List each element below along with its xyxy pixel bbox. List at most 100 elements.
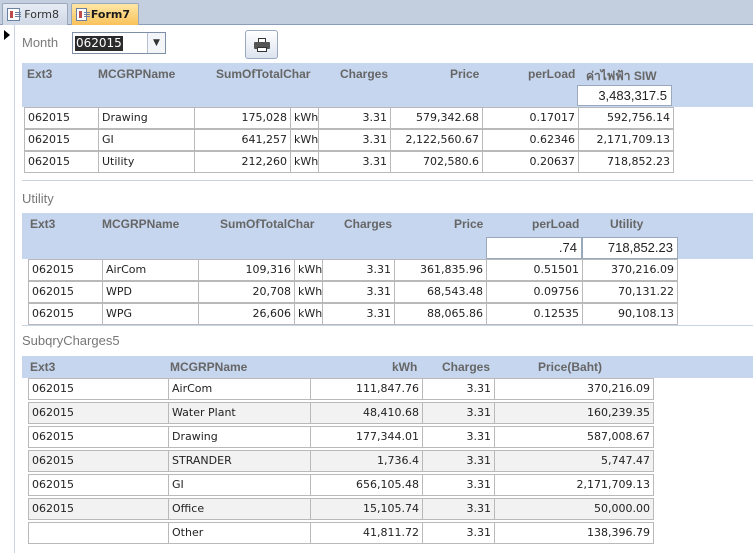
cell-unit[interactable]: kWh [290, 129, 318, 151]
cell-mcgrpname[interactable]: Drawing [98, 107, 194, 129]
cell-sumoftotalchar[interactable]: 212,260 [194, 151, 290, 173]
cell-ext3[interactable]: 062015 [28, 450, 168, 472]
cell-charges[interactable]: 3.31 [318, 151, 390, 173]
cell-sumoftotalchar[interactable]: 20,708 [198, 281, 294, 303]
month-value[interactable]: 062015 [75, 36, 123, 51]
cell-mcgrpname[interactable]: WPD [102, 281, 198, 303]
cell-mcgrpname[interactable]: GI [98, 129, 194, 151]
cell-mcgrpname[interactable]: GI [168, 474, 310, 496]
chevron-down-icon[interactable]: ▼ [147, 33, 165, 53]
cell-mcgrpname[interactable]: Office [168, 498, 310, 520]
tab-label: Form8 [24, 8, 59, 21]
cell-charges[interactable]: 3.31 [422, 498, 494, 520]
cell-price-baht[interactable]: 138,396.79 [494, 522, 654, 544]
cell-ext3[interactable]: 062015 [28, 402, 168, 424]
cell-price-baht[interactable]: 370,216.09 [494, 378, 654, 400]
cell-unit[interactable]: kWh [290, 107, 318, 129]
cell-kwh[interactable]: 111,847.76 [310, 378, 422, 400]
cell-mcgrpname[interactable]: AirCom [102, 259, 198, 281]
cell-mcgrpname[interactable]: Drawing [168, 426, 310, 448]
cell-price-baht[interactable]: 2,171,709.13 [494, 474, 654, 496]
month-combobox[interactable]: 062015 ▼ [72, 32, 166, 54]
cell-kwh[interactable]: 177,344.01 [310, 426, 422, 448]
cell-charges[interactable]: 3.31 [422, 378, 494, 400]
divider [22, 180, 753, 181]
cell-sumoftotalchar[interactable]: 175,028 [194, 107, 290, 129]
cell-ext3[interactable]: 062015 [28, 498, 168, 520]
cell-price[interactable]: 579,342.68 [390, 107, 482, 129]
cell-charges[interactable]: 3.31 [318, 129, 390, 151]
cell-kwh[interactable]: 41,811.72 [310, 522, 422, 544]
cell-perload[interactable]: 0.12535 [486, 303, 582, 325]
cell-perload[interactable]: 0.62346 [482, 129, 578, 151]
col-header-charges: Charges [344, 217, 393, 231]
cell-siw[interactable]: 718,852.23 [578, 151, 674, 173]
cell-charges[interactable]: 3.31 [322, 281, 394, 303]
cell-ext3[interactable]: 062015 [28, 474, 168, 496]
cell-charges[interactable]: 3.31 [422, 522, 494, 544]
cell-charges[interactable]: 3.31 [422, 450, 494, 472]
cell-siw[interactable]: 2,171,709.13 [578, 129, 674, 151]
tab-form7[interactable]: Form7 [71, 3, 139, 25]
cell-ext3[interactable]: 062015 [24, 151, 98, 173]
cell-kwh[interactable]: 48,410.68 [310, 402, 422, 424]
cell-charges[interactable]: 3.31 [422, 402, 494, 424]
cell-ext3[interactable]: 062015 [24, 129, 98, 151]
cell-mcgrpname[interactable]: Other [168, 522, 310, 544]
cell-siw[interactable]: 592,756.14 [578, 107, 674, 129]
cell-sumoftotalchar[interactable]: 26,606 [198, 303, 294, 325]
record-selector[interactable] [0, 25, 15, 553]
cell-price-baht[interactable]: 160,239.35 [494, 402, 654, 424]
cell-mcgrpname[interactable]: Water Plant [168, 402, 310, 424]
col-header-perload: perLoad [532, 217, 580, 231]
tab-form8[interactable]: Form8 [2, 3, 68, 25]
cell-price[interactable]: 361,835.96 [394, 259, 486, 281]
cell-perload[interactable]: 0.20637 [482, 151, 578, 173]
cell-perload[interactable]: 0.51501 [486, 259, 582, 281]
cell-mcgrpname[interactable]: WPG [102, 303, 198, 325]
cell-ext3[interactable]: 062015 [28, 281, 102, 303]
cell-kwh[interactable]: 1,736.4 [310, 450, 422, 472]
printer-icon [253, 37, 270, 52]
cell-price-baht[interactable]: 50,000.00 [494, 498, 654, 520]
cell-unit[interactable]: kWh [294, 281, 322, 303]
cell-perload[interactable]: 0.17017 [482, 107, 578, 129]
cell-kwh[interactable]: 15,105.74 [310, 498, 422, 520]
cell-charges[interactable]: 3.31 [422, 426, 494, 448]
cell-utility[interactable]: 370,216.09 [582, 259, 678, 281]
cell-unit[interactable]: kWh [290, 151, 318, 173]
print-button[interactable] [245, 30, 278, 59]
cell-price[interactable]: 88,065.86 [394, 303, 486, 325]
cell-mcgrpname[interactable]: AirCom [168, 378, 310, 400]
cell-price[interactable]: 2,122,560.67 [390, 129, 482, 151]
cell-sumoftotalchar[interactable]: 641,257 [194, 129, 290, 151]
cell-price[interactable]: 702,580.6 [390, 151, 482, 173]
cell-ext3[interactable]: 062015 [28, 426, 168, 448]
cell-charges[interactable]: 3.31 [318, 107, 390, 129]
cell-ext3[interactable] [28, 522, 168, 544]
cell-charges[interactable]: 3.31 [322, 259, 394, 281]
cell-unit[interactable]: kWh [294, 303, 322, 325]
cell-ext3[interactable]: 062015 [28, 303, 102, 325]
col-header-mcgrpname: MCGRPName [98, 67, 176, 81]
cell-kwh[interactable]: 656,105.48 [310, 474, 422, 496]
cell-price-baht[interactable]: 5,747.47 [494, 450, 654, 472]
col-header-mcgrpname: MCGRPName [102, 217, 180, 231]
cell-price-baht[interactable]: 587,008.67 [494, 426, 654, 448]
cell-charges[interactable]: 3.31 [322, 303, 394, 325]
cell-charges[interactable]: 3.31 [422, 474, 494, 496]
cell-sumoftotalchar[interactable]: 109,316 [198, 259, 294, 281]
cell-utility[interactable]: 90,108.13 [582, 303, 678, 325]
cell-mcgrpname[interactable]: Utility [98, 151, 194, 173]
utility-title: Utility [22, 191, 54, 206]
cell-utility[interactable]: 70,131.22 [582, 281, 678, 303]
cell-ext3[interactable]: 062015 [28, 259, 102, 281]
document-tab-bar: Form8 Form7 [0, 0, 753, 25]
cell-price[interactable]: 68,543.48 [394, 281, 486, 303]
cell-ext3[interactable]: 062015 [24, 107, 98, 129]
cell-unit[interactable]: kWh [294, 259, 322, 281]
cell-perload[interactable]: 0.09756 [486, 281, 582, 303]
cell-ext3[interactable]: 062015 [28, 378, 168, 400]
col-header-sumoftotalchar: SumOfTotalChar [216, 67, 311, 81]
cell-mcgrpname[interactable]: STRANDER [168, 450, 310, 472]
